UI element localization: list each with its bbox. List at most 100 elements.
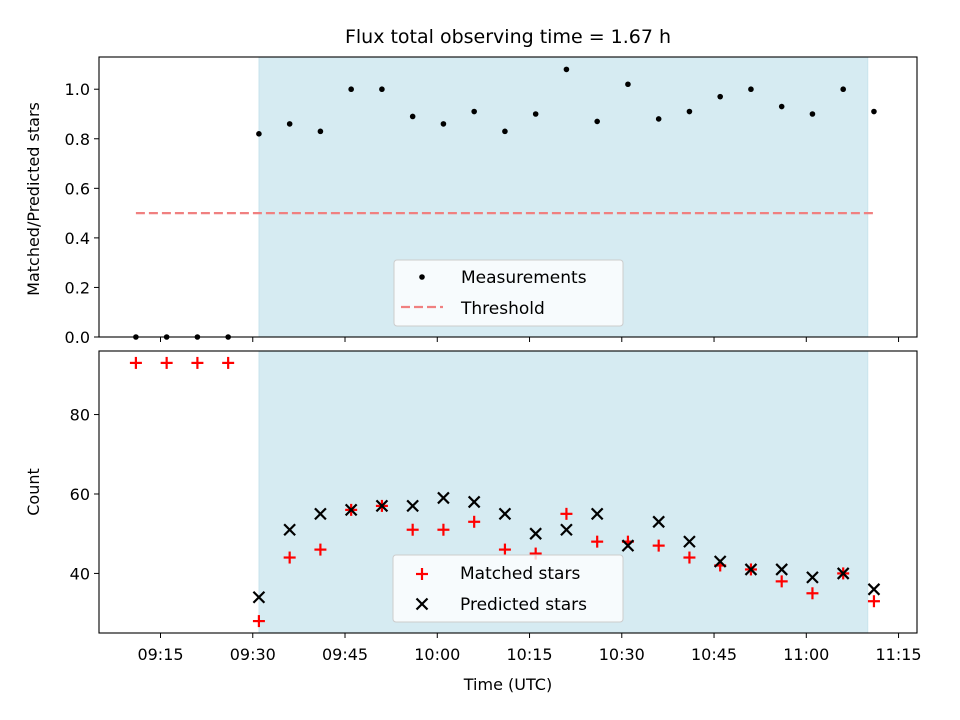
predicted-star-point: [621, 539, 635, 552]
predicted-star-point: [283, 523, 296, 537]
bottom-legend-box: [392, 554, 624, 623]
x-tick-label: 09:15: [137, 645, 183, 664]
matched-star-point: [683, 551, 696, 564]
y-tick-label: 0.6: [65, 179, 90, 198]
chart-title: Flux total observing time = 1.67 h: [345, 26, 671, 48]
measurement-point: [471, 108, 477, 115]
predicted-star-point: [252, 590, 266, 604]
matched-star-point: [591, 535, 604, 548]
measurement-point: [286, 121, 293, 127]
x-axis-label: Time (UTC): [463, 675, 552, 694]
predicted-star-point: [498, 507, 512, 521]
predicted-star-point: [560, 523, 573, 537]
legend-marker-matched: [416, 568, 428, 580]
y-tick-label: 60: [70, 485, 90, 504]
measurement-point: [625, 81, 631, 88]
measurement-point: [840, 86, 846, 93]
legend-label-measurements: Measurements: [461, 268, 587, 288]
x-tick-label: 11:00: [783, 645, 829, 664]
measurement-point: [686, 108, 693, 115]
top-legend-box: [393, 259, 624, 327]
predicted-star-point: [836, 567, 850, 580]
matched-star-point: [252, 615, 265, 628]
bottom-legend: Matched stars Predicted stars: [392, 554, 624, 623]
predicted-star-point: [744, 563, 758, 576]
matched-star-point: [222, 356, 235, 369]
measurement-point: [256, 131, 262, 137]
predicted-star-point: [867, 583, 881, 596]
measurement-point: [409, 113, 416, 120]
y-tick-label: 1.0: [65, 80, 90, 99]
legend-marker-measurements: [419, 274, 425, 280]
top-x-ticks: [160, 337, 900, 342]
measurement-points: [133, 66, 877, 340]
matched-star-point: [406, 523, 419, 536]
predicted-star-point: [683, 535, 696, 548]
matched-star-point: [652, 539, 665, 552]
measurement-point: [809, 111, 816, 117]
x-tick-label: 11:15: [875, 645, 921, 664]
x-tick-label: 09:30: [230, 645, 276, 664]
measurement-point: [532, 111, 539, 117]
bottom-y-ticks: 40 60 80: [70, 406, 99, 583]
predicted-star-point: [344, 503, 358, 517]
predicted-star-point: [314, 507, 327, 521]
y-tick-label: 0.0: [65, 328, 90, 347]
legend-label-threshold: Threshold: [460, 299, 545, 319]
matched-star-point: [806, 587, 819, 600]
y-tick-label: 0.4: [65, 229, 90, 248]
measurement-point: [717, 93, 723, 100]
matched-star-point: [129, 356, 142, 369]
measurement-point: [748, 86, 754, 93]
measurement-point: [655, 116, 662, 122]
legend-label-matched: Matched stars: [460, 564, 580, 584]
measurement-point: [778, 103, 785, 110]
matched-star-point: [283, 551, 296, 564]
legend-plus-glyph: [416, 568, 428, 580]
matched-star-point: [498, 543, 511, 556]
measurement-point: [379, 86, 385, 93]
measurement-point: [871, 108, 877, 115]
bottom-x-ticks: 09:15 09:30 09:45 10:00 10:15 10:30 10:45 11:00…: [137, 633, 922, 664]
predicted-star-point: [467, 495, 481, 509]
predicted-star-point: [713, 555, 727, 568]
matched-star-point: [160, 356, 173, 369]
predicted-star-point: [529, 527, 542, 540]
predicted-star-point: [590, 507, 604, 521]
predicted-stars-points: [252, 491, 881, 604]
bottom-axes-frame: [98, 350, 918, 634]
matched-star-point: [468, 515, 481, 528]
y-tick-label: 80: [70, 406, 90, 425]
matched-star-point: [191, 356, 204, 369]
predicted-star-point: [406, 499, 419, 513]
bottom-y-axis-label: Count: [24, 468, 43, 516]
matched-star-point: [437, 523, 450, 536]
legend-x-glyph: [415, 597, 429, 611]
predicted-star-point: [437, 491, 450, 505]
top-legend: Measurements Threshold: [393, 259, 624, 327]
x-tick-label: 10:30: [599, 645, 645, 664]
y-tick-label: 0.8: [65, 130, 90, 149]
measurement-point: [502, 128, 508, 135]
legend-marker-predicted: [415, 597, 429, 611]
top-y-axis-label: Matched/Predicted stars: [24, 102, 43, 296]
legend-label-predicted: Predicted stars: [460, 595, 587, 615]
measurement-point: [563, 66, 570, 73]
top-axes-frame: [98, 56, 918, 338]
matched-star-point: [560, 507, 573, 520]
measurement-point: [317, 128, 324, 135]
predicted-star-point: [375, 499, 389, 513]
measurement-point: [594, 118, 600, 125]
x-tick-label: 09:45: [322, 645, 368, 664]
matched-star-point: [775, 575, 788, 588]
x-tick-label: 10:15: [506, 645, 552, 664]
predicted-star-point: [775, 563, 788, 576]
y-tick-label: 40: [70, 564, 90, 583]
y-tick-label: 0.2: [65, 278, 90, 297]
matched-star-point: [314, 543, 327, 556]
x-tick-label: 10:00: [414, 645, 460, 664]
ratio-panel: 0.0 0.2 0.4 0.6 0.8 1.0 Flux total observing …: [24, 26, 918, 347]
matched-star-point: [867, 595, 880, 608]
predicted-star-point: [652, 515, 665, 529]
